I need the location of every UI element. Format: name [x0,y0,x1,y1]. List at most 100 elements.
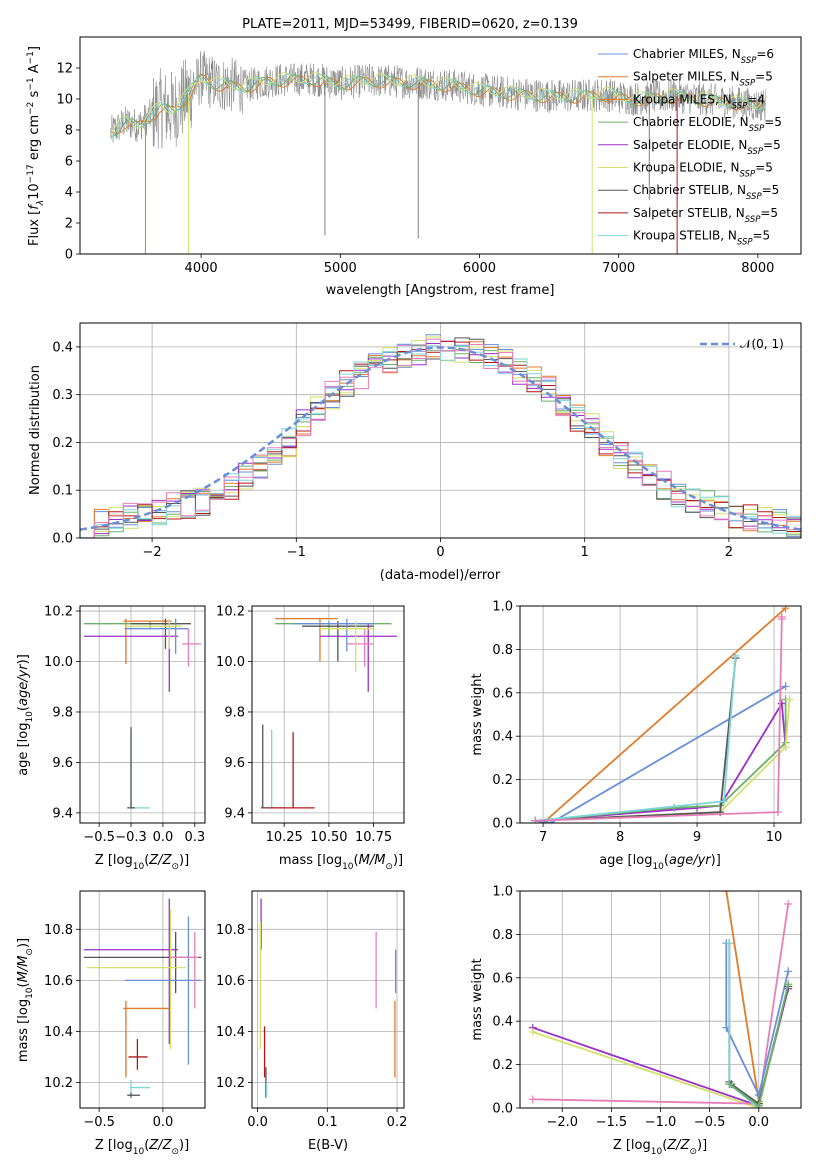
y-tick-label: 0.2 [52,436,73,451]
x-tick-label: 0.1 [317,1115,338,1130]
errorbar-point [86,908,186,1050]
x-tick-label: −1 [287,545,306,560]
y-tick-label: 10.2 [44,605,73,620]
panel-age-vs-Z: −0.5 −0.3 0.0 0.3 9.4 9.6 9.8 10.0 10.2 Z [log10(… [16,605,206,872]
legend-entry: Chabrier MILES, NSSP=6 [633,47,774,66]
plot-area [259,898,397,1098]
plot-area [260,617,397,809]
plot-area [528,891,793,1108]
plot-area [83,618,202,809]
x-tick-label: 0.0 [153,1115,174,1130]
x-tick-label: −0.3 [115,830,147,845]
weight-series-line [535,658,737,822]
weight-marker [773,808,782,817]
x-tick-label: −1.5 [596,1115,628,1130]
legend: Chabrier MILES, NSSP=6 Salpeter MILES, NS… [598,47,782,248]
legend-entry: Salpeter STELIB, NSSP=5 [633,206,778,225]
page-title: PLATE=2011, MJD=53499, FIBERID=0620, z=0… [242,17,578,32]
errorbar-point [260,729,285,809]
y-tick-label: 4 [65,186,73,201]
legend-entry: Kroupa ELODIE, NSSP=5 [633,161,773,180]
weight-marker [693,803,702,812]
y-tick-label: 10.2 [44,1076,73,1091]
x-tick-label: −0.5 [83,830,115,845]
weight-series-line [725,943,790,1098]
legend-entry: Salpeter MILES, NSSP=5 [633,70,773,89]
errorbar-point [83,898,179,1045]
y-tick-label: 10.2 [216,605,245,620]
y-tick-label: 0.0 [492,1102,513,1117]
weight-marker [731,651,740,660]
legend-entry: Kroupa MILES, NSSP=4 [633,92,765,111]
x-axis-label: wavelength [Angstrom, rest frame] [326,283,555,298]
panel-massweight-vs-age: 7 8 9 10 0.0 0.2 0.4 0.6 0.8 1.0 age [log10(age/yr… [470,600,802,872]
y-tick-label: 0.4 [492,730,513,745]
errorbar-point [129,732,151,809]
y-tick-label: 2 [65,217,73,232]
legend-entry: Kroupa STELIB, NSSP=5 [633,229,770,248]
y-tick-label: 0.0 [52,532,73,547]
weight-series-line [535,616,783,822]
weight-marker [528,1095,537,1104]
x-tick-label: 10 [766,830,783,845]
y-tick-label: 10.4 [44,1025,73,1040]
x-tick-label: 0.3 [184,830,205,845]
axes-frame [519,605,802,824]
weight-marker [784,980,793,989]
legend-entry: Salpeter ELODIE, NSSP=5 [633,138,781,157]
x-tick-label: 0.0 [748,1115,769,1130]
spectrum-data-line [110,51,767,149]
x-tick-label: −2 [143,545,162,560]
spectrum-model-line [110,73,766,137]
y-tick-label: 9.4 [52,806,73,821]
errorbar-point [266,732,315,809]
weight-marker [725,1080,734,1089]
y-tick-label: 0.0 [492,817,513,832]
x-tick-label: 1 [581,545,589,560]
y-tick-label: 12 [56,62,73,77]
weight-marker [784,967,793,976]
errorbar-point [123,1000,170,1078]
panel-mass-vs-EBV: 0.0 0.1 0.2 10.2 10.4 10.6 10.8 E(B-V) [216,890,407,1153]
x-tick-label: 0 [436,545,444,560]
panel-age-vs-mass: 10.25 10.50 10.75 9.4 9.6 9.8 10.0 10.2 mass [lo… [216,605,405,872]
x-tick-label: 4000 [185,261,218,276]
x-axis-label: Z [log10(Z/Z⊙)] [613,1138,707,1157]
errorbar-point [169,931,199,1009]
y-tick-label: 9.4 [224,806,245,821]
errorbar-point [131,618,191,649]
weight-marker [785,695,794,704]
errorbar-point [346,628,374,667]
errorbar-point [128,1039,148,1070]
x-axis-label: Z [log10(Z/Z⊙)] [95,853,189,872]
y-tick-label: 0 [65,248,73,263]
y-tick-label: 10.6 [44,974,73,989]
weight-marker [725,939,734,948]
panel-mass-vs-Z: −0.5 0.0 10.2 10.4 10.6 10.8 Z [log10(Z/Z⊙)] ma… [16,890,206,1157]
errorbar-point [124,618,183,649]
panel-spectrum: 4000 5000 6000 7000 8000 0 2 4 6 8 10 12 Chabrier MI… [26,36,802,298]
axes-frame [251,605,405,824]
y-tick-label: 0.2 [492,1058,513,1073]
axes-frame [79,605,206,824]
y-tick-label: 10.8 [44,923,73,938]
y-tick-label: 6 [65,155,73,170]
axes-frame [79,890,206,1109]
y-tick-label: 0.8 [492,643,513,658]
spectrum-model-line [110,73,766,139]
errorbar-point [83,931,202,994]
plot-area [531,606,794,823]
y-tick-label: 9.6 [52,756,73,771]
legend: 𝒩(0, 1) [700,337,784,351]
errorbar-point [124,916,202,1065]
plot-area [80,334,801,538]
weight-series-line [542,607,787,823]
x-tick-label: −0.5 [83,1115,115,1130]
errorbar-point [293,618,374,652]
panel-massweight-vs-Z: −2.0 −1.5 −1.0 −0.5 0.0 0.0 0.2 0.4 0.6 0.8 1.0 Z [… [470,885,802,1157]
legend-entry: Chabrier STELIB, NSSP=5 [633,183,779,202]
spectrum-model-line [110,73,766,134]
weight-marker [777,612,786,621]
y-tick-label: 1.0 [492,600,513,615]
